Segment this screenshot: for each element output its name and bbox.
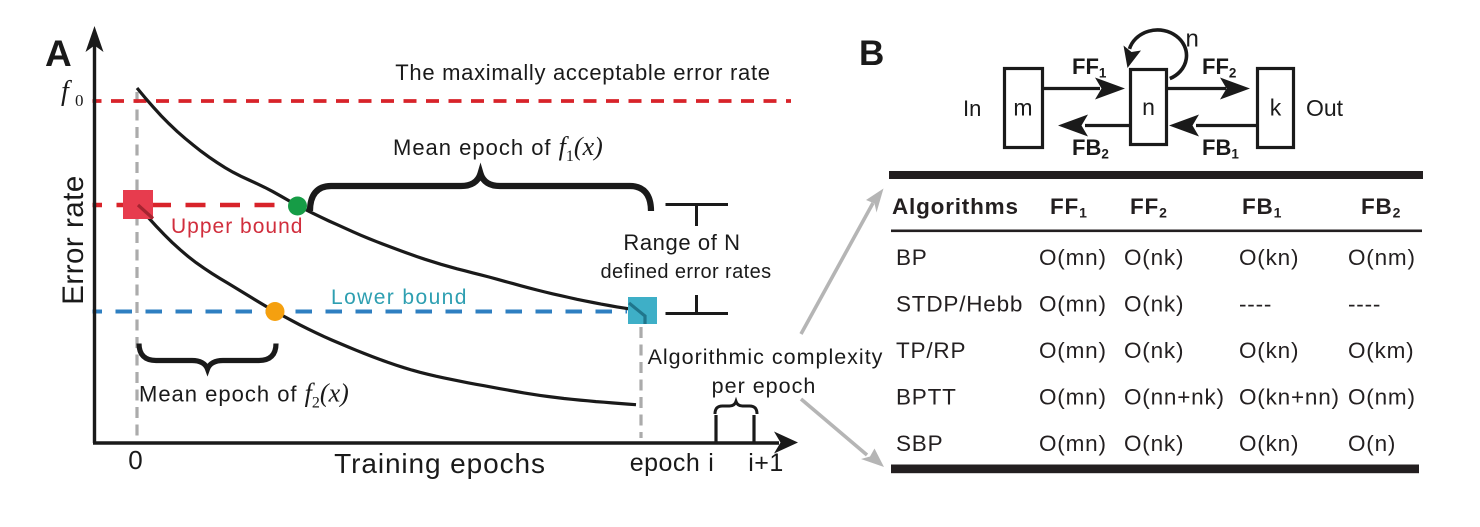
- svg-text:m: m: [1013, 95, 1032, 121]
- svg-text:O(km): O(km): [1348, 338, 1414, 363]
- svg-text:n: n: [1142, 94, 1155, 120]
- svg-text:Lower bound: Lower bound: [331, 286, 468, 309]
- svg-text:i+1: i+1: [748, 449, 784, 477]
- svg-text:O(mn): O(mn): [1039, 292, 1107, 317]
- svg-text:----: ----: [1348, 292, 1381, 317]
- svg-text:In: In: [963, 96, 981, 121]
- svg-text:0: 0: [128, 445, 142, 475]
- svg-text:----: ----: [1239, 292, 1272, 317]
- svg-text:Algorithms: Algorithms: [892, 194, 1019, 219]
- svg-text:STDP/Hebb: STDP/Hebb: [896, 292, 1023, 317]
- svg-text:O(kn): O(kn): [1239, 338, 1299, 363]
- svg-text:f: f: [61, 76, 72, 107]
- svg-text:0: 0: [75, 91, 84, 110]
- svg-text:O(mn): O(mn): [1039, 245, 1107, 270]
- svg-text:O(nk): O(nk): [1124, 431, 1184, 456]
- svg-text:A: A: [45, 33, 72, 74]
- svg-text:Upper bound: Upper bound: [171, 215, 303, 238]
- svg-text:TP/RP: TP/RP: [896, 338, 966, 363]
- svg-text:n: n: [1186, 26, 1199, 53]
- svg-text:defined error rates: defined error rates: [600, 261, 771, 283]
- svg-text:per epoch: per epoch: [712, 374, 817, 398]
- svg-text:O(nn+nk): O(nn+nk): [1124, 385, 1225, 410]
- svg-text:Algorithmic complexity: Algorithmic complexity: [648, 345, 884, 369]
- svg-text:Mean epoch of f1(x): Mean epoch of f1(x): [393, 132, 603, 165]
- svg-text:FF2: FF2: [1202, 54, 1236, 81]
- svg-text:B: B: [859, 34, 884, 73]
- svg-text:O(nm): O(nm): [1348, 245, 1416, 270]
- svg-text:SBP: SBP: [896, 431, 943, 456]
- svg-text:BPTT: BPTT: [896, 385, 957, 410]
- svg-text:O(mn): O(mn): [1039, 338, 1107, 363]
- svg-text:Error rate: Error rate: [57, 175, 90, 305]
- svg-text:O(nm): O(nm): [1348, 385, 1416, 410]
- svg-text:k: k: [1270, 95, 1282, 121]
- svg-text:Range of N: Range of N: [623, 230, 740, 255]
- svg-text:O(kn): O(kn): [1239, 431, 1299, 456]
- svg-text:O(nk): O(nk): [1124, 245, 1184, 270]
- svg-text:O(mn): O(mn): [1039, 431, 1107, 456]
- svg-text:FF1: FF1: [1050, 194, 1088, 221]
- svg-text:Out: Out: [1306, 95, 1344, 121]
- svg-text:O(mn): O(mn): [1039, 385, 1107, 410]
- svg-text:epoch: epoch: [630, 449, 701, 477]
- svg-text:O(kn): O(kn): [1239, 245, 1299, 270]
- svg-text:i: i: [708, 449, 714, 477]
- svg-text:O(n): O(n): [1348, 431, 1396, 456]
- svg-text:O(nk): O(nk): [1124, 338, 1184, 363]
- svg-text:The maximally acceptable error: The maximally acceptable error rate: [395, 60, 770, 85]
- svg-text:O(kn+nn): O(kn+nn): [1239, 385, 1340, 410]
- svg-text:Training epochs: Training epochs: [334, 448, 546, 479]
- svg-text:BP: BP: [896, 245, 928, 270]
- svg-text:O(nk): O(nk): [1124, 292, 1184, 317]
